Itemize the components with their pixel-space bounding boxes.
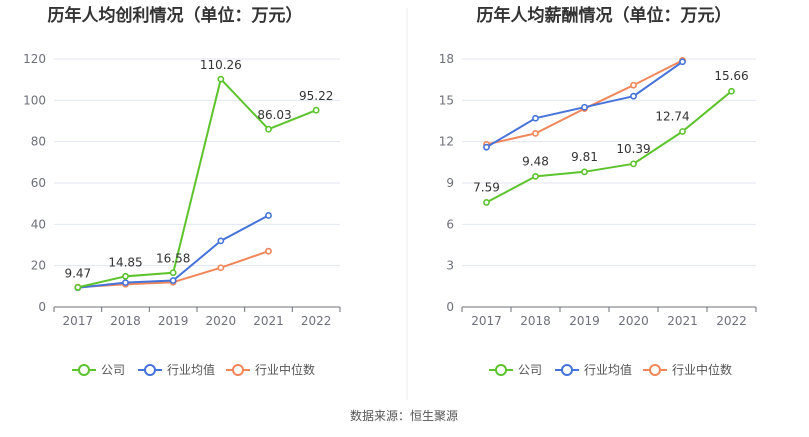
y-tick-label: 3 <box>446 259 454 273</box>
data-point-company <box>122 272 129 280</box>
y-tick-label: 18 <box>439 52 454 66</box>
y-tick-label: 40 <box>31 217 46 231</box>
legend-marker-median <box>232 364 244 376</box>
source-note: 数据来源：恒生聚源 <box>350 408 458 423</box>
data-point-median <box>217 264 225 272</box>
data-point-company <box>532 172 539 180</box>
data-point-mean <box>630 92 637 100</box>
legend-item-mean[interactable]: 行业均值 <box>138 362 215 377</box>
data-point-company <box>679 128 686 135</box>
x-tick-label: 2021 <box>253 314 284 328</box>
x-tick-label: 2019 <box>569 314 600 328</box>
x-tick-label: 2020 <box>618 314 649 328</box>
x-tick-label: 2022 <box>301 314 332 328</box>
y-tick-label: 12 <box>439 135 454 149</box>
data-label: 15.66 <box>714 69 748 83</box>
data-point-company <box>630 160 637 168</box>
legend-marker-company <box>78 364 90 376</box>
data-point-mean <box>169 277 177 284</box>
data-label: 14.85 <box>108 255 142 269</box>
data-point-mean <box>532 114 539 122</box>
y-tick-label: 100 <box>23 93 46 107</box>
y-tick-label: 6 <box>446 217 454 231</box>
chart-title-profit: 历年人均创利情况（单位：万元） <box>48 5 303 26</box>
data-point-mean <box>122 279 129 287</box>
y-tick-label: 20 <box>31 259 46 273</box>
data-label: 9.47 <box>64 266 91 280</box>
y-tick-label: 15 <box>439 93 454 107</box>
legend-label: 公司 <box>518 363 542 377</box>
y-tick-label: 60 <box>31 176 46 190</box>
data-label: 110.26 <box>200 58 242 72</box>
chart-title-salary: 历年人均薪酬情况（单位：万元） <box>477 5 732 26</box>
data-point-median <box>630 81 637 89</box>
data-point-company <box>312 106 320 114</box>
data-label: 16.58 <box>156 252 190 266</box>
legend-marker-company <box>495 364 507 376</box>
legend-label: 行业中位数 <box>672 362 732 377</box>
profit-legend: 公司 行业均值 行业中位数 <box>72 362 315 377</box>
legend-item-mean[interactable]: 行业均值 <box>555 362 632 377</box>
data-label: 10.39 <box>616 142 650 156</box>
x-tick-label: 2018 <box>520 314 551 328</box>
data-point-mean <box>581 103 588 111</box>
y-tick-label: 120 <box>23 52 46 66</box>
data-point-median <box>532 129 539 137</box>
y-tick-label: 0 <box>38 300 46 314</box>
x-tick-label: 2022 <box>716 314 747 328</box>
x-tick-label: 2017 <box>63 314 94 328</box>
legend-item-median[interactable]: 行业中位数 <box>226 362 315 377</box>
legend-marker-mean <box>144 364 156 376</box>
legend-item-company[interactable]: 公司 <box>489 363 542 377</box>
y-tick-label: 80 <box>31 135 46 149</box>
legend-item-company[interactable]: 公司 <box>72 363 125 377</box>
data-point-mean <box>483 143 490 151</box>
profit-chart-panel: 0 20 40 60 80 100 120 2017 2018 2019 2020 2021 2022 9… <box>23 52 341 328</box>
x-tick-label: 2020 <box>206 314 237 328</box>
series-line-company <box>77 78 317 289</box>
legend-label: 行业均值 <box>167 362 215 377</box>
data-label: 9.81 <box>571 150 598 164</box>
data-point-company <box>581 168 588 176</box>
data-point-company <box>483 199 490 206</box>
data-point-mean <box>679 58 686 66</box>
series-line-median <box>486 59 683 146</box>
data-label: 7.59 <box>473 180 500 194</box>
x-tick-label: 2018 <box>110 314 141 328</box>
data-point-mean <box>217 237 225 245</box>
x-tick-label: 2021 <box>667 314 698 328</box>
y-tick-label: 0 <box>446 300 454 314</box>
legend-label: 公司 <box>101 363 125 377</box>
y-tick-label: 9 <box>446 176 454 190</box>
legend-marker-median <box>649 364 661 376</box>
x-tick-label: 2017 <box>471 314 502 328</box>
legend-label: 行业均值 <box>584 362 632 377</box>
data-point-median <box>265 247 272 255</box>
legend-marker-mean <box>561 364 573 376</box>
x-tick-label: 2019 <box>158 314 189 328</box>
data-point-company <box>728 87 735 95</box>
series-line-company <box>486 90 733 204</box>
legend-label: 行业中位数 <box>255 362 315 377</box>
data-label: 12.74 <box>655 109 689 123</box>
data-point-company <box>169 269 177 277</box>
data-point-company <box>265 125 272 133</box>
salary-legend: 公司 行业均值 行业中位数 <box>489 362 732 377</box>
data-label: 9.48 <box>522 154 549 168</box>
data-point-company <box>217 75 225 83</box>
data-point-mean <box>265 212 272 219</box>
salary-chart-panel: 0 3 6 9 12 15 18 2017 2018 2019 2020 2021 2022 7.59 9.… <box>439 52 757 328</box>
data-label: 95.22 <box>299 89 333 103</box>
data-label: 86.03 <box>257 108 291 122</box>
legend-item-median[interactable]: 行业中位数 <box>643 362 732 377</box>
data-point-company <box>74 284 82 291</box>
